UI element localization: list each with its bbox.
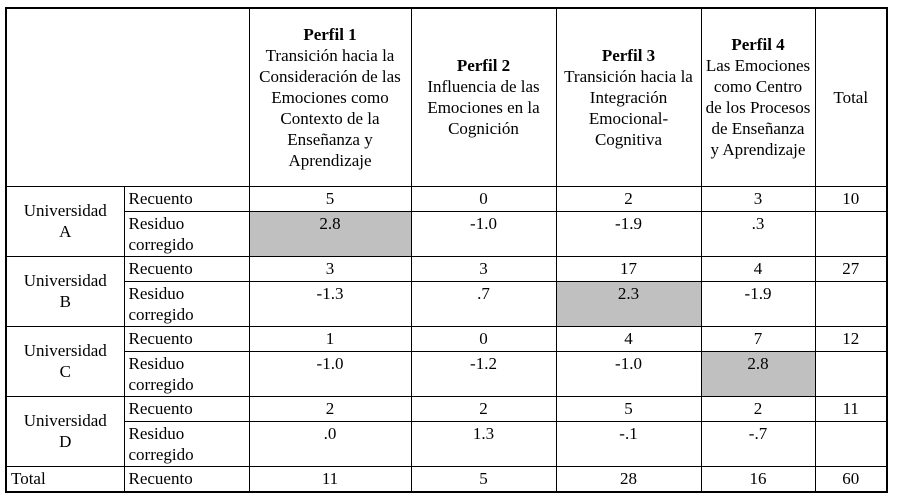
row-total-cell: 10 (814, 185, 888, 212)
residual-cell: .7 (410, 280, 557, 327)
profile-3-subtitle: Transición hacia la Integración Emociona… (564, 66, 693, 149)
count-cell: 0 (410, 185, 557, 212)
col-header-perfil-2: Perfil 2 Influencia de las Emociones en … (410, 7, 557, 187)
row-total-cell: 27 (814, 255, 888, 282)
residual-cell: -1.0 (410, 210, 557, 257)
row-group-name: Universidad (23, 271, 107, 290)
count-cell: 2 (248, 395, 412, 422)
residual-cell: 1.3 (410, 420, 557, 467)
row-group-name: Universidad (23, 341, 107, 360)
row-group-name: Universidad (23, 411, 107, 430)
crosstab-table: Perfil 1 Transición hacia la Consideraci… (5, 7, 888, 493)
count-cell: 2 (555, 185, 702, 212)
count-cell: 2 (410, 395, 557, 422)
row-group-letter: B (59, 292, 71, 311)
residual-cell: -.7 (700, 420, 816, 467)
count-cell: 7 (700, 325, 816, 352)
row-group-letter: C (59, 362, 71, 381)
row-group-letter: A (59, 222, 72, 241)
column-total-cell: 16 (700, 465, 816, 493)
residual-cell: .3 (700, 210, 816, 257)
residual-cell: -1.9 (700, 280, 816, 327)
row-total-cell: 12 (814, 325, 888, 352)
empty-total-cell (814, 420, 888, 467)
count-cell: 2 (700, 395, 816, 422)
stat-label-recuento: Recuento (123, 395, 250, 422)
residual-cell: -1.0 (555, 350, 702, 397)
count-cell: 5 (555, 395, 702, 422)
residual-cell: -1.3 (248, 280, 412, 327)
column-total-cell: 5 (410, 465, 557, 493)
empty-total-cell (814, 280, 888, 327)
table-row-universidad-b-residuo: Residuo corregido -1.3 .7 2.3 -1.9 (6, 280, 888, 327)
residual-cell: 2.8 (700, 350, 816, 397)
stat-label-residuo: Residuo corregido (123, 280, 250, 327)
column-total-cell: 11 (248, 465, 412, 493)
empty-total-cell (814, 350, 888, 397)
stat-label-recuento: Recuento (123, 465, 250, 493)
col-header-perfil-3: Perfil 3 Transición hacia la Integración… (555, 7, 702, 187)
residual-cell: -.1 (555, 420, 702, 467)
col-header-perfil-1: Perfil 1 Transición hacia la Consideraci… (248, 7, 412, 187)
stat-label-recuento: Recuento (123, 255, 250, 282)
stat-label-residuo: Residuo corregido (123, 350, 250, 397)
residual-cell: 2.8 (248, 210, 412, 257)
table-row-universidad-c-recuento: Universidad C Recuento 1 0 4 7 12 (5, 325, 888, 397)
residual-cell: -1.0 (248, 350, 412, 397)
count-cell: 4 (555, 325, 702, 352)
count-cell: 5 (248, 185, 412, 212)
col-header-total: Total (814, 7, 888, 187)
stat-label-residuo: Residuo corregido (123, 210, 250, 257)
table-row-total: Total Recuento 11 5 28 16 60 (5, 465, 888, 493)
table-row-universidad-a-residuo: Residuo corregido 2.8 -1.0 -1.9 .3 (6, 210, 888, 257)
profile-1-title: Perfil 1 (303, 24, 357, 44)
row-group-letter: D (59, 432, 72, 451)
profile-2-subtitle: Influencia de las Emociones en la Cognic… (427, 77, 540, 139)
profile-4-title: Perfil 4 (731, 35, 785, 55)
table-row-universidad-c-residuo: Residuo corregido -1.0 -1.2 -1.0 2.8 (6, 350, 888, 397)
row-group-label-universidad-a: Universidad A (5, 185, 125, 257)
count-cell: 1 (248, 325, 412, 352)
residual-cell: .0 (248, 420, 412, 467)
count-cell: 0 (410, 325, 557, 352)
profile-2-title: Perfil 2 (456, 56, 511, 76)
count-cell: 4 (700, 255, 816, 282)
stat-label-recuento: Recuento (123, 325, 250, 352)
profile-1-subtitle: Transición hacia la Consideración de las… (259, 45, 401, 170)
column-total-cell: 28 (555, 465, 702, 493)
residual-cell: -1.2 (410, 350, 557, 397)
profile-4-subtitle: Las Emociones como Centro de los Proceso… (705, 56, 811, 160)
profile-3-title: Perfil 3 (601, 45, 656, 65)
row-group-name: Universidad (23, 201, 107, 220)
row-group-label-universidad-b: Universidad B (5, 255, 125, 327)
corner-cell (5, 7, 250, 187)
residual-cell: 2.3 (555, 280, 702, 327)
residual-cell: -1.9 (555, 210, 702, 257)
count-cell: 17 (555, 255, 702, 282)
table-row-universidad-a-recuento: Universidad A Recuento 5 0 2 3 10 (5, 185, 888, 257)
table-row-universidad-b-recuento: Universidad B Recuento 3 3 17 4 27 (5, 255, 888, 327)
table-row-universidad-d-recuento: Universidad D Recuento 2 2 5 2 11 (5, 395, 888, 467)
stat-label-residuo: Residuo corregido (123, 420, 250, 467)
col-header-perfil-4: Perfil 4 Las Emociones como Centro de lo… (700, 7, 816, 187)
count-cell: 3 (248, 255, 412, 282)
stat-label-recuento: Recuento (123, 185, 250, 212)
header-row: Perfil 1 Transición hacia la Consideraci… (5, 7, 888, 187)
total-row-label: Total (5, 465, 125, 493)
row-group-label-universidad-d: Universidad D (5, 395, 125, 467)
table-row-universidad-d-residuo: Residuo corregido .0 1.3 -.1 -.7 (6, 420, 888, 467)
row-total-cell: 11 (814, 395, 888, 422)
count-cell: 3 (410, 255, 557, 282)
count-cell: 3 (700, 185, 816, 212)
grand-total-cell: 60 (814, 465, 888, 493)
row-group-label-universidad-c: Universidad C (5, 325, 125, 397)
empty-total-cell (814, 210, 888, 257)
